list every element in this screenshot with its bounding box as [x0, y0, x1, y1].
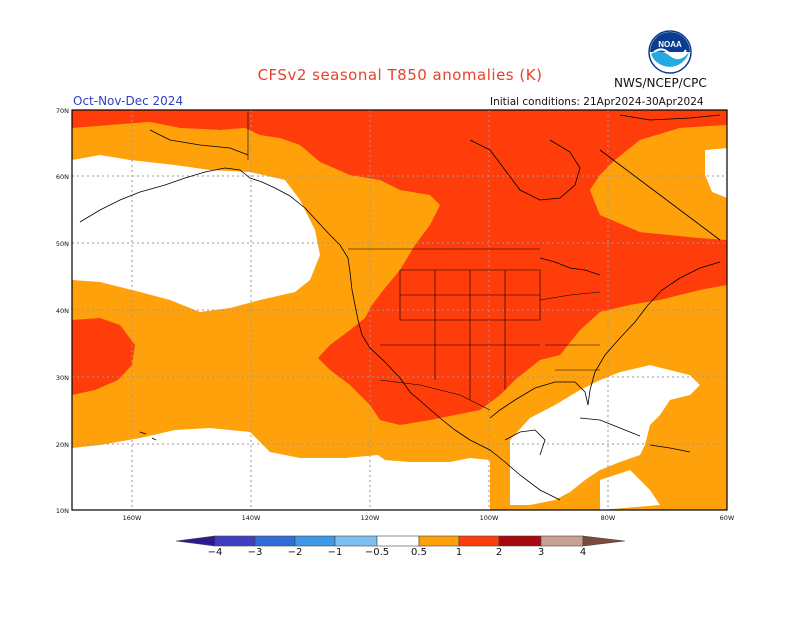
- anomaly-1-2-region: [72, 110, 727, 425]
- legend-label-3: 3: [537, 547, 545, 558]
- legend-arrow-low: [175, 535, 216, 547]
- legend-label-minus4: −4: [207, 547, 223, 558]
- legend-colorbar: [175, 535, 626, 547]
- coastlines: [79, 114, 721, 501]
- legend-label-minus0-5: −0.5: [364, 547, 390, 558]
- legend-label-minus2: −2: [287, 547, 303, 558]
- legend-swatch-3: [294, 535, 336, 547]
- lat-label-50n: 50N: [56, 240, 69, 248]
- noaa-logo-text: NOAA: [658, 40, 682, 49]
- lon-label-140w: 140W: [242, 514, 261, 522]
- political-borders: [247, 112, 601, 411]
- forecast-period: Oct-Nov-Dec 2024: [73, 94, 184, 108]
- legend-label-minus1: −1: [327, 547, 343, 558]
- initial-conditions: Initial conditions: 21Apr2024-30Apr2024: [490, 96, 704, 108]
- lon-label-160w: 160W: [123, 514, 142, 522]
- longitude-labels: 160W 140W 120W 100W 80W 60W: [123, 514, 735, 522]
- legend-swatch-7: [458, 535, 500, 547]
- legend-swatch-8: [498, 535, 542, 547]
- legend-label-minus3: −3: [247, 547, 263, 558]
- legend-swatch-2: [254, 535, 296, 547]
- neutral-region: [72, 148, 727, 510]
- map-frame: [71, 109, 728, 511]
- legend-label-4: 4: [579, 547, 587, 558]
- legend-swatch-4: [334, 535, 378, 547]
- lat-label-40n: 40N: [56, 307, 69, 315]
- lat-label-20n: 20N: [56, 441, 69, 449]
- anomaly-0.5-1-region: [72, 122, 727, 510]
- lon-label-60w: 60W: [720, 514, 735, 522]
- legend-arrow-high: [582, 535, 626, 547]
- lat-label-60n: 60N: [56, 173, 69, 181]
- map-title: CFSv2 seasonal T850 anomalies (K): [257, 66, 543, 84]
- lat-label-10n: 10N: [56, 507, 69, 515]
- legend-swatch-1: [214, 535, 256, 547]
- lat-label-30n: 30N: [56, 374, 69, 382]
- legend-swatch-9: [540, 535, 584, 547]
- legend-label-2: 2: [495, 547, 503, 558]
- legend-swatch-6: [418, 535, 460, 547]
- legend-label-0-5: 0.5: [411, 547, 427, 558]
- noaa-logo: NOAA: [648, 30, 692, 74]
- lon-label-80w: 80W: [601, 514, 616, 522]
- agency-label: NWS/NCEP/CPC: [614, 76, 707, 90]
- lon-label-120w: 120W: [361, 514, 380, 522]
- graticule: [72, 110, 727, 510]
- legend-swatch-5: [376, 535, 420, 547]
- legend-label-1: 1: [455, 547, 463, 558]
- lon-label-100w: 100W: [480, 514, 499, 522]
- latitude-labels: 70N 60N 50N 40N 30N 20N 10N: [56, 107, 69, 515]
- lat-label-70n: 70N: [56, 107, 69, 115]
